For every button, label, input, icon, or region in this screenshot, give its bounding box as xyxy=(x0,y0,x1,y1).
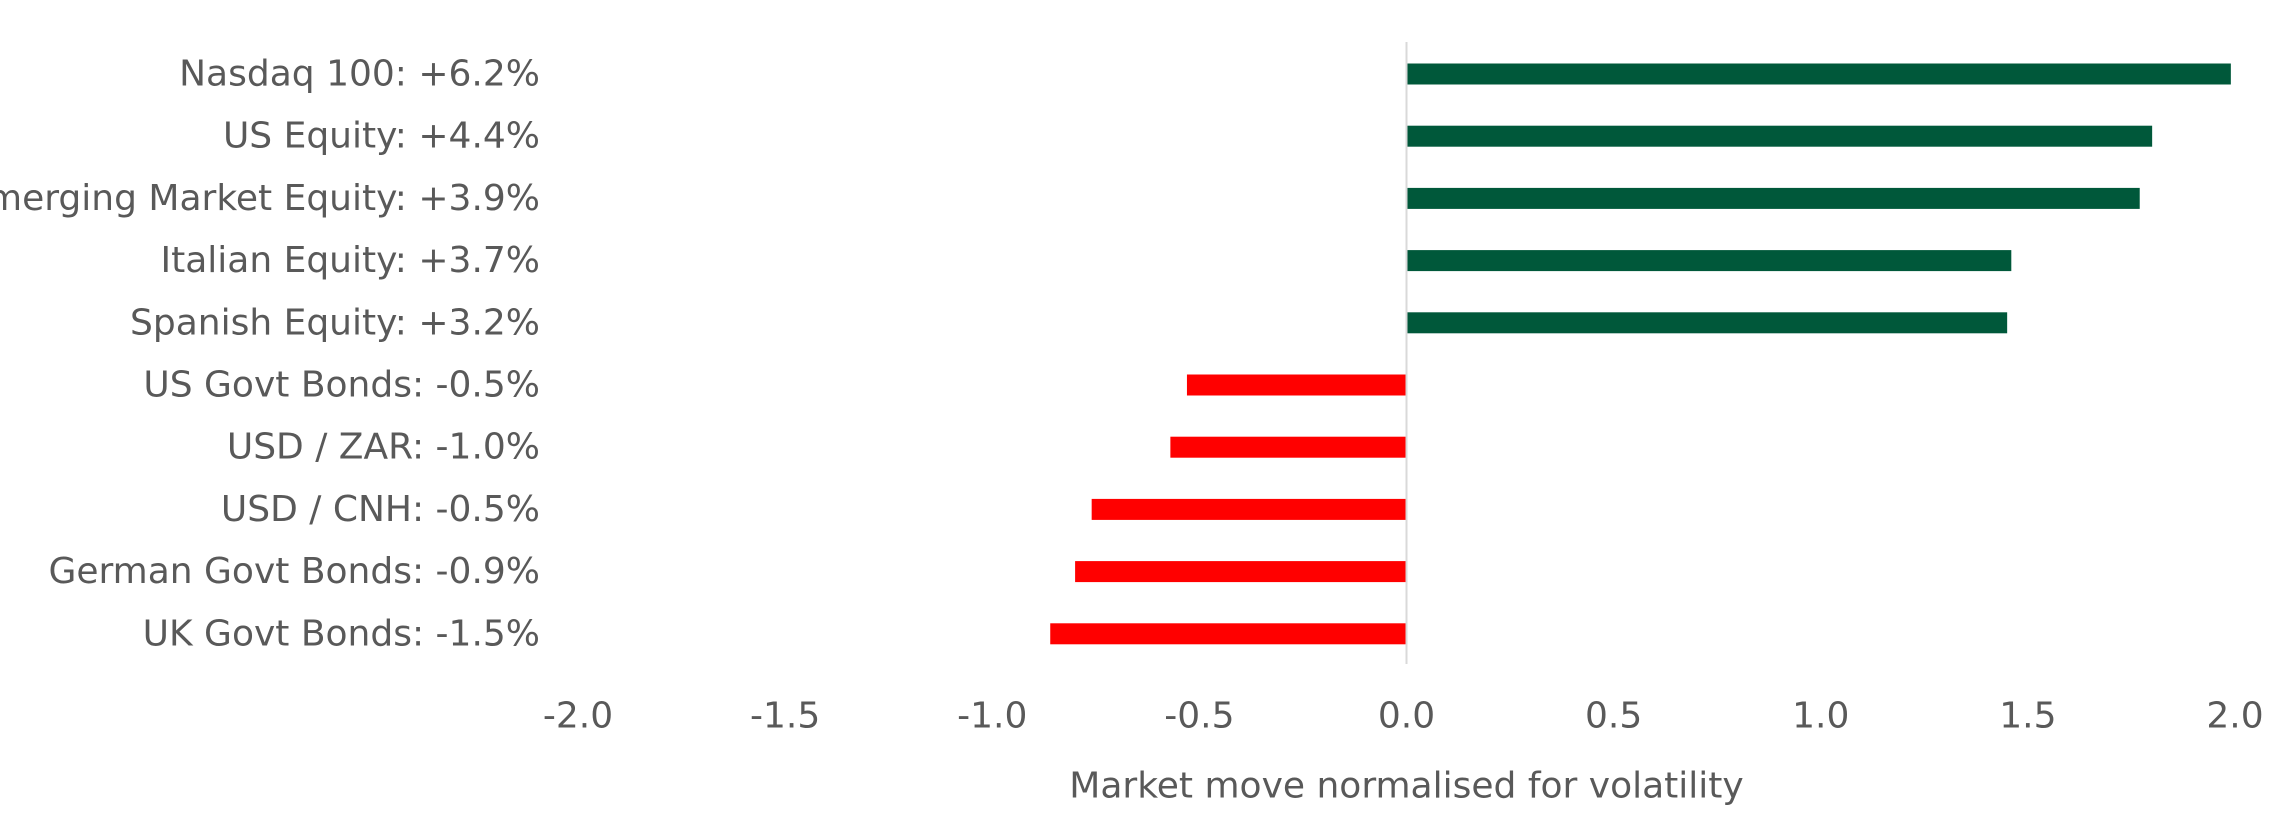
bar xyxy=(1091,498,1407,520)
x-tick-label: -1.0 xyxy=(957,696,1027,737)
bar xyxy=(1406,125,2153,147)
x-tick-label: 0.5 xyxy=(1585,696,1642,737)
bar xyxy=(1186,374,1407,396)
x-tick-label: 1.0 xyxy=(1792,696,1849,737)
bar xyxy=(1406,187,2140,209)
category-label: German Govt Bonds: -0.9% xyxy=(48,551,540,592)
category-label: US Equity: +4.4% xyxy=(223,116,540,157)
x-axis-title: Market move normalised for volatility xyxy=(1069,766,1743,807)
category-labels: Nasdaq 100: +6.2% US Equity: +4.4% Emergin… xyxy=(0,54,540,655)
x-axis-tick-labels: -2.0 -1.5 -1.0 -0.5 0.0 0.5 1.0 1.5 2.0 xyxy=(543,696,2264,737)
bar xyxy=(1170,436,1407,458)
bar xyxy=(1406,312,2008,334)
category-label: USD / CNH: -0.5% xyxy=(221,489,540,530)
category-label: USD / ZAR: -1.0% xyxy=(227,427,540,468)
x-tick-label: 0.0 xyxy=(1378,696,1435,737)
bars xyxy=(1050,63,2231,645)
bar xyxy=(1406,250,2012,272)
x-tick-label: -2.0 xyxy=(543,696,613,737)
category-label: UK Govt Bonds: -1.5% xyxy=(143,613,540,654)
bar xyxy=(1406,63,2231,85)
category-label: US Govt Bonds: -0.5% xyxy=(143,365,540,406)
x-tick-label: -0.5 xyxy=(1164,696,1234,737)
x-tick-label: -1.5 xyxy=(750,696,820,737)
x-tick-label: 1.5 xyxy=(1999,696,2056,737)
category-label: Emerging Market Equity: +3.9% xyxy=(0,178,540,219)
bar xyxy=(1050,623,1407,645)
category-label: Spanish Equity: +3.2% xyxy=(130,302,540,343)
category-label: Nasdaq 100: +6.2% xyxy=(179,54,540,95)
category-label: Italian Equity: +3.7% xyxy=(160,240,540,281)
x-tick-label: 2.0 xyxy=(2206,696,2263,737)
bar xyxy=(1075,561,1407,583)
